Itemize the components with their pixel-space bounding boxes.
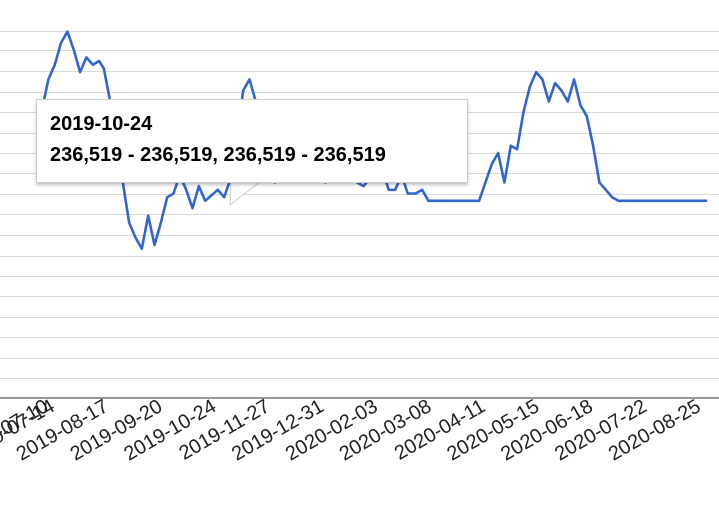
tooltip-value: 236,519 - 236,519, 236,519 - 236,519 [50, 144, 386, 166]
tooltip-date: 2019-10-24 [50, 113, 153, 135]
tooltip: 2019-10-24 236,519 - 236,519, 236,519 - … [36, 99, 468, 207]
tooltip-box [36, 99, 468, 183]
x-tick-labels: 2019-07-102019-07-142019-08-172019-09-20… [0, 395, 705, 465]
tooltip-pointer [229, 180, 263, 207]
